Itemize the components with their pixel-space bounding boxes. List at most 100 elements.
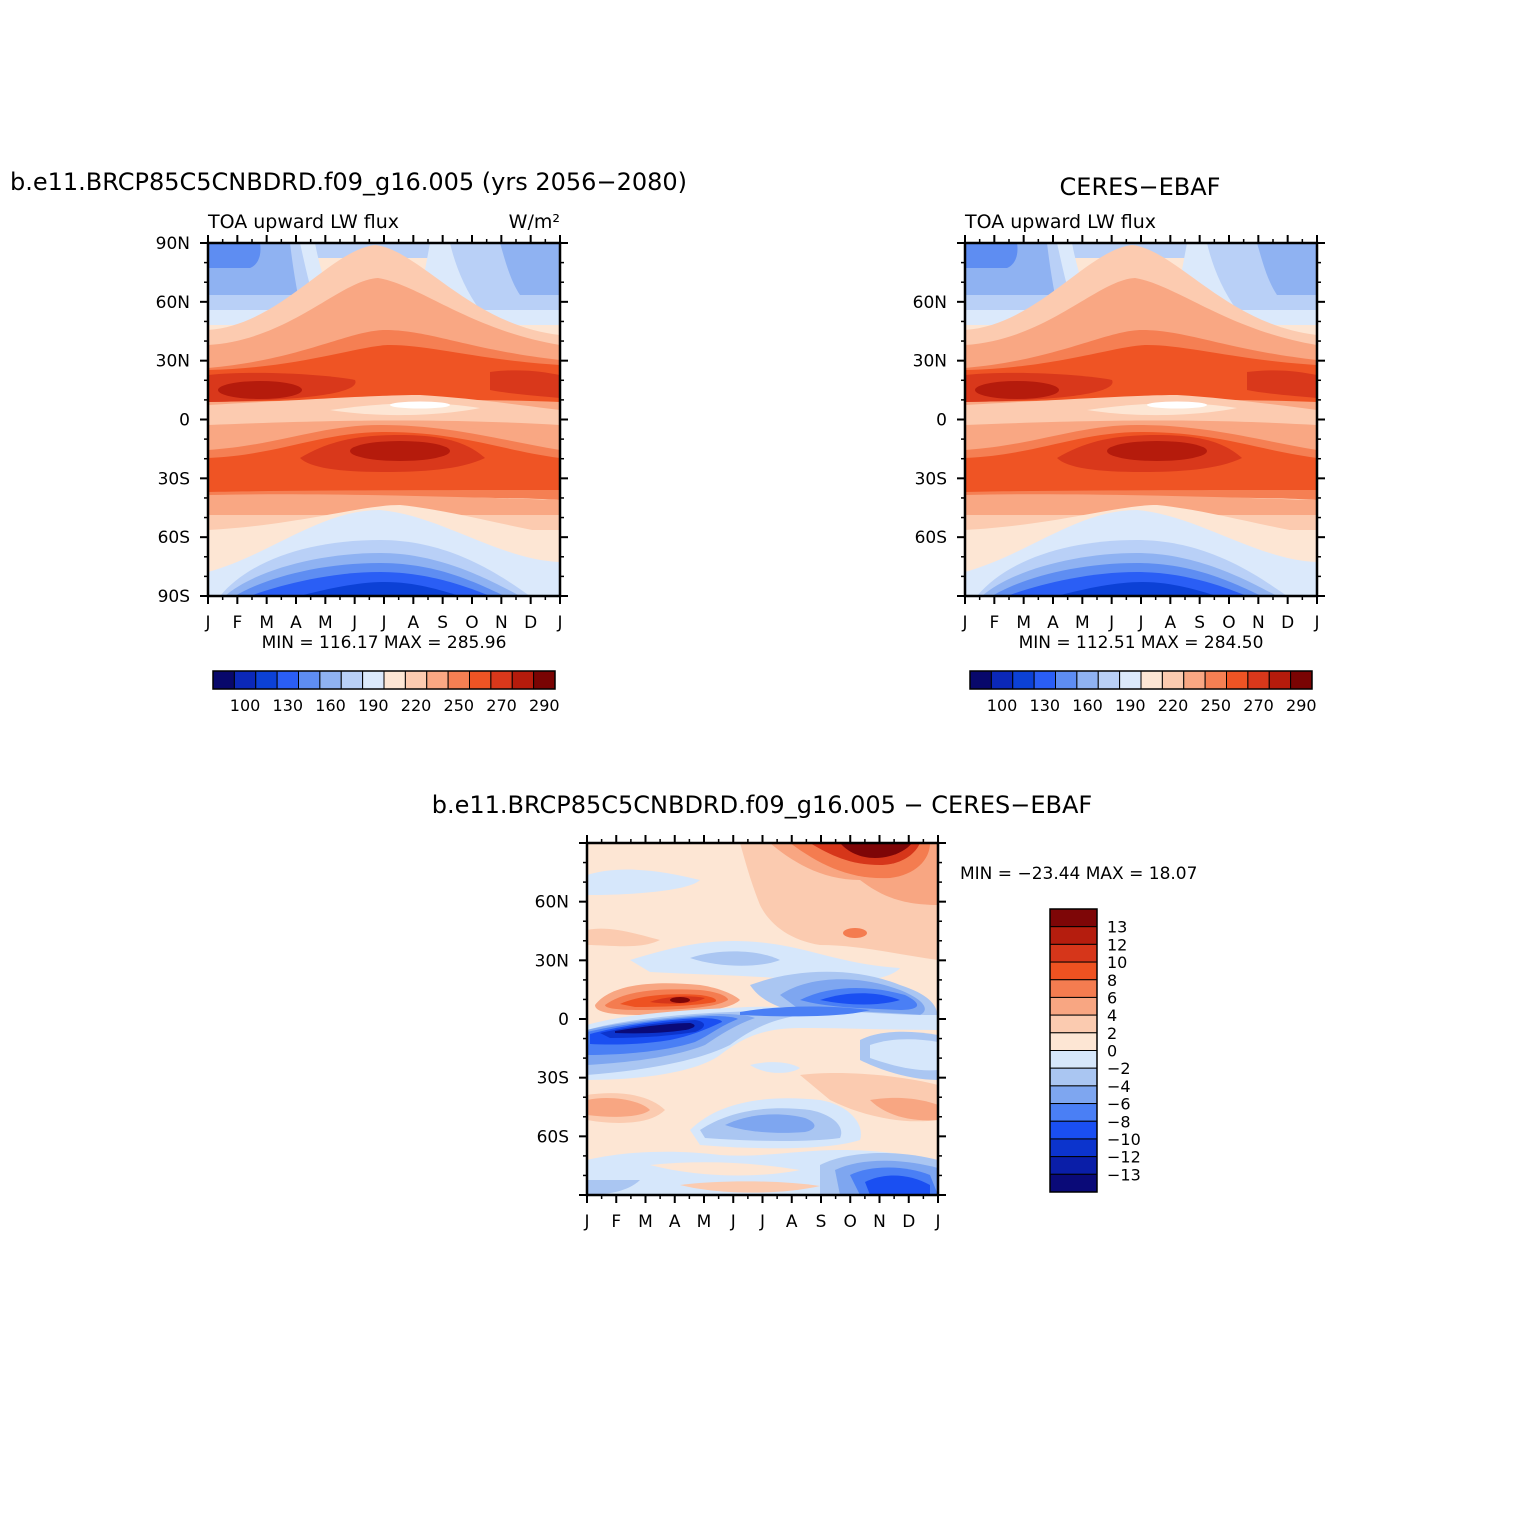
colorbar-swatch bbox=[383, 670, 406, 690]
colorbar-label: 6 bbox=[1107, 988, 1117, 1007]
x-tick-label: A bbox=[1047, 613, 1059, 633]
panel-model-stats: MIN = 116.17 MAX = 285.96 bbox=[262, 633, 507, 653]
y-tick-label: 0 bbox=[179, 411, 190, 431]
contour-band bbox=[680, 1181, 820, 1193]
panel-obs-stats: MIN = 112.51 MAX = 284.50 bbox=[1019, 633, 1264, 653]
colorbar-label: 12 bbox=[1107, 935, 1127, 954]
colorbar-swatch bbox=[1055, 670, 1078, 690]
x-tick-label: J bbox=[1108, 613, 1114, 633]
panel-diff: b.e11.BRCP85C5CNBDRD.f09_g16.005 − CERES… bbox=[432, 791, 1198, 1232]
colorbar-swatch bbox=[1097, 670, 1121, 690]
colorbar-label: 290 bbox=[1286, 696, 1317, 715]
colorbar-swatch bbox=[1247, 670, 1270, 690]
colorbar-label: 13 bbox=[1107, 918, 1127, 937]
x-tick-label: M bbox=[318, 613, 333, 633]
colorbar-label: 270 bbox=[1243, 696, 1274, 715]
colorbar-swatch bbox=[969, 670, 992, 690]
x-tick-label: D bbox=[1281, 613, 1294, 633]
panel-model: b.e11.BRCP85C5CNBDRD.f09_g16.005 (yrs 20… bbox=[10, 168, 687, 715]
x-tick-label: J bbox=[1313, 613, 1319, 633]
y-tick-label: 30N bbox=[535, 951, 569, 971]
colorbar-label: 290 bbox=[529, 696, 560, 715]
panel-obs-colorbar: 100 130 160 190 220 250 270 290 bbox=[969, 670, 1317, 715]
colorbar-label: 220 bbox=[1158, 696, 1189, 715]
contour-field bbox=[965, 243, 1317, 596]
colorbar-swatch bbox=[1119, 670, 1142, 690]
y-tick-label: 30N bbox=[156, 352, 190, 372]
x-tick-label: N bbox=[495, 613, 508, 633]
x-tick-label: S bbox=[816, 1212, 827, 1232]
contour-band bbox=[490, 370, 560, 398]
colorbar-swatch bbox=[447, 670, 470, 690]
contour-band bbox=[208, 243, 261, 268]
panel-diff-field bbox=[587, 843, 938, 1195]
x-tick-label: J bbox=[730, 1212, 736, 1232]
colorbar-label: 130 bbox=[273, 696, 304, 715]
colorbar-swatch bbox=[490, 670, 513, 690]
colorbar-swatch bbox=[298, 670, 321, 690]
y-tick-label: 90S bbox=[158, 587, 190, 607]
colorbar-swatch bbox=[1049, 1156, 1098, 1175]
panel-model-title: b.e11.BRCP85C5CNBDRD.f09_g16.005 (yrs 20… bbox=[10, 168, 687, 196]
colorbar-swatch bbox=[1049, 926, 1098, 945]
y-tick-label: 0 bbox=[936, 411, 947, 431]
colorbar-swatch bbox=[533, 670, 556, 690]
x-tick-label: D bbox=[524, 613, 537, 633]
x-tick-label: A bbox=[408, 613, 420, 633]
colorbar-label: −6 bbox=[1107, 1095, 1131, 1114]
colorbar-swatch bbox=[1226, 670, 1249, 690]
x-tick-label: J bbox=[556, 613, 562, 633]
contour-band bbox=[670, 997, 690, 1003]
colorbar-swatch bbox=[212, 670, 235, 690]
y-tick-label: 60S bbox=[915, 528, 947, 548]
colorbar-label: 160 bbox=[315, 696, 346, 715]
colorbar-label: 190 bbox=[358, 696, 389, 715]
panel-diff-stats: MIN = −23.44 MAX = 18.07 bbox=[960, 864, 1197, 884]
colorbar-swatch bbox=[1033, 670, 1056, 690]
colorbar-swatch bbox=[1049, 908, 1098, 928]
x-tick-label: J bbox=[759, 1212, 765, 1232]
contour-band bbox=[350, 441, 450, 461]
contour-band bbox=[690, 951, 780, 966]
colorbar-swatch bbox=[1012, 670, 1035, 690]
contour-band bbox=[390, 401, 450, 409]
x-tick-label: J bbox=[934, 1212, 940, 1232]
colorbar-swatch bbox=[362, 670, 385, 690]
colorbar-label: 4 bbox=[1107, 1006, 1117, 1025]
colorbar-swatch bbox=[1049, 1067, 1098, 1087]
colorbar-swatch bbox=[1290, 670, 1313, 690]
colorbar-swatch bbox=[1049, 979, 1098, 998]
colorbar-label: −8 bbox=[1107, 1112, 1131, 1131]
contour-band bbox=[740, 1006, 870, 1017]
x-tick-label: J bbox=[351, 613, 357, 633]
colorbar-swatch bbox=[1049, 1032, 1098, 1051]
x-tick-label: J bbox=[380, 613, 386, 633]
colorbar-swatch bbox=[1049, 1120, 1098, 1140]
colorbar-label: −2 bbox=[1107, 1059, 1131, 1078]
x-tick-label: A bbox=[786, 1212, 798, 1232]
colorbar-label: −10 bbox=[1107, 1130, 1141, 1149]
panel-model-field bbox=[208, 243, 560, 596]
colorbar-label: 130 bbox=[1030, 696, 1061, 715]
x-tick-label: F bbox=[989, 613, 999, 633]
contour-band bbox=[500, 243, 560, 295]
x-tick-label: S bbox=[1194, 613, 1205, 633]
contour-band bbox=[218, 381, 302, 399]
contour-band bbox=[725, 1114, 815, 1133]
y-tick-label: 60S bbox=[158, 528, 190, 548]
x-tick-label: J bbox=[204, 613, 210, 633]
y-tick-label: 0 bbox=[558, 1010, 569, 1030]
x-tick-label: F bbox=[611, 1212, 621, 1232]
contour-band bbox=[615, 1023, 695, 1034]
panel-model-colorbar: 100 130 160 190 220 250 270 290 bbox=[212, 670, 560, 715]
contour-band bbox=[820, 993, 900, 1005]
x-tick-label: F bbox=[232, 613, 242, 633]
y-tick-label: 90N bbox=[156, 234, 190, 254]
colorbar-label: 250 bbox=[1201, 696, 1232, 715]
x-tick-label: O bbox=[465, 613, 478, 633]
colorbar-swatch bbox=[1049, 961, 1098, 981]
colorbar-frame bbox=[212, 670, 556, 690]
colorbar-swatch bbox=[990, 670, 1014, 690]
